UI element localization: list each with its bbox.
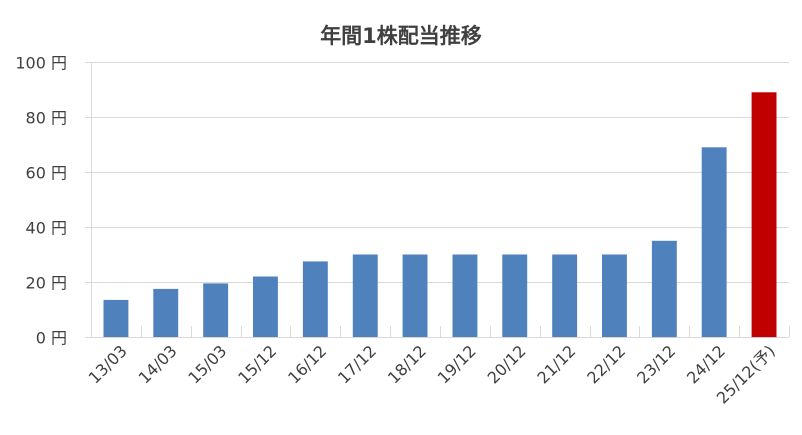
bar-13-03 bbox=[103, 299, 129, 337]
y-tick-label-0: 0 円 bbox=[36, 329, 67, 348]
y-tick-label-80: 80 円 bbox=[26, 109, 67, 128]
bar-19-12 bbox=[452, 254, 478, 337]
y-tick-label-20: 20 円 bbox=[26, 274, 67, 293]
bar-14-03 bbox=[153, 288, 179, 337]
y-tick-label-40: 40 円 bbox=[26, 219, 67, 238]
gridlines bbox=[85, 62, 789, 338]
bar-15-12 bbox=[253, 276, 278, 337]
bars bbox=[103, 92, 777, 338]
y-tick-label-100: 100 円 bbox=[15, 54, 67, 73]
y-tick-label-60: 60 円 bbox=[26, 164, 67, 183]
bar-25-12 bbox=[751, 92, 777, 338]
bar-20-12 bbox=[502, 254, 528, 337]
bar-17-12 bbox=[352, 254, 378, 337]
chart-title: 年間1株配当推移 bbox=[320, 24, 482, 48]
bar-15-03 bbox=[203, 283, 229, 337]
bar-23-12 bbox=[651, 240, 677, 338]
bar-22-12 bbox=[602, 254, 627, 337]
bar-16-12 bbox=[302, 261, 328, 337]
axes bbox=[91, 62, 790, 337]
y-axis-tick-labels: 0 円 20 円 40 円 60 円 80 円 100 円 bbox=[15, 54, 67, 348]
bar-21-12 bbox=[552, 254, 578, 337]
bar-24-12 bbox=[701, 147, 727, 337]
bar-18-12 bbox=[402, 254, 428, 337]
